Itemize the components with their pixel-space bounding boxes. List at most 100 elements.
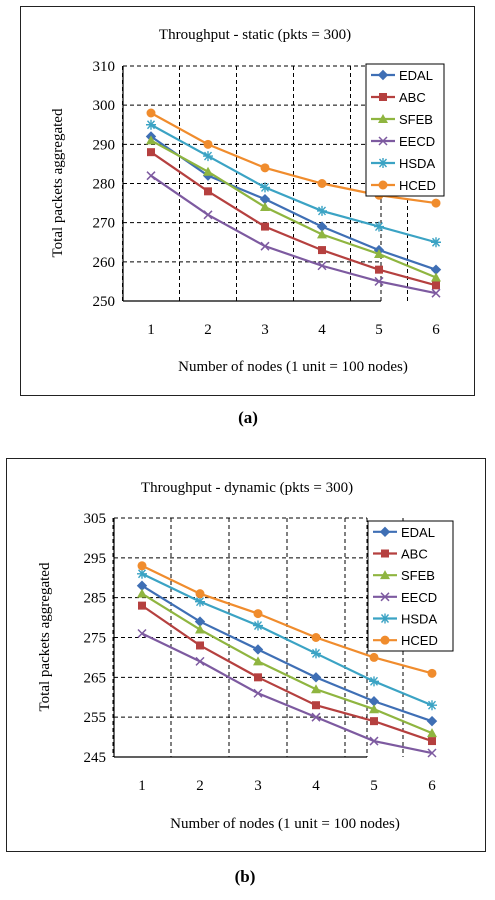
data-point bbox=[311, 712, 321, 722]
series-hced bbox=[137, 561, 437, 678]
x-tick-label: 1 bbox=[147, 322, 155, 338]
legend-marker bbox=[381, 549, 389, 558]
y-tick-label: 250 bbox=[93, 294, 116, 310]
chart-title: Throughput - static (pkts = 300) bbox=[159, 27, 351, 43]
series-eecd bbox=[137, 628, 437, 758]
data-point bbox=[253, 656, 263, 666]
data-point bbox=[311, 684, 321, 694]
x-tick-label: 6 bbox=[432, 322, 440, 338]
data-point bbox=[317, 179, 327, 188]
data-point bbox=[427, 700, 437, 711]
data-point bbox=[431, 198, 441, 208]
data-point bbox=[311, 633, 321, 642]
y-tick-label: 245 bbox=[84, 750, 107, 766]
data-point bbox=[254, 673, 262, 682]
series-line bbox=[141, 632, 433, 755]
data-point bbox=[374, 249, 384, 258]
data-point bbox=[261, 222, 269, 231]
y-tick-label: 310 bbox=[93, 59, 116, 75]
y-tick-label: 290 bbox=[93, 137, 116, 153]
data-point bbox=[317, 229, 327, 239]
data-point bbox=[369, 704, 379, 714]
data-point bbox=[374, 221, 384, 232]
series-eecd bbox=[146, 171, 441, 298]
data-point bbox=[253, 688, 263, 698]
legend-marker bbox=[378, 158, 388, 168]
y-axis-label: Total packets aggregated bbox=[37, 562, 53, 711]
data-point bbox=[427, 668, 437, 678]
x-tick-label: 5 bbox=[375, 322, 383, 338]
x-tick-label: 4 bbox=[318, 322, 326, 338]
series-abc bbox=[138, 601, 436, 746]
data-point bbox=[312, 701, 320, 710]
data-point bbox=[204, 187, 212, 196]
legend: EDAL ABC SFEB EECD HSDA HCED bbox=[365, 63, 445, 197]
legend-label: HCED bbox=[399, 178, 436, 193]
data-point bbox=[146, 119, 156, 130]
y-tick-label: 275 bbox=[84, 631, 107, 647]
data-point bbox=[432, 281, 440, 290]
data-point bbox=[203, 151, 213, 162]
data-point bbox=[138, 601, 146, 610]
legend-marker bbox=[378, 114, 388, 123]
data-point bbox=[317, 205, 327, 216]
data-point bbox=[310, 672, 322, 683]
series-hsda bbox=[146, 119, 441, 248]
data-point bbox=[375, 265, 383, 274]
series-line bbox=[150, 174, 437, 295]
legend-label: HSDA bbox=[401, 612, 437, 627]
legend-label: SFEB bbox=[399, 112, 433, 127]
data-point bbox=[311, 648, 321, 659]
x-tick-label: 3 bbox=[254, 778, 262, 794]
y-tick-label: 300 bbox=[93, 98, 116, 114]
data-point bbox=[426, 715, 438, 727]
data-point bbox=[146, 135, 156, 145]
series-line bbox=[141, 592, 433, 735]
legend-label: EDAL bbox=[399, 68, 433, 83]
series-line bbox=[141, 604, 433, 743]
legend-label: SFEB bbox=[401, 568, 435, 583]
data-point bbox=[374, 276, 384, 286]
series-line bbox=[141, 564, 433, 675]
x-tick-label: 1 bbox=[138, 778, 146, 794]
y-tick-label: 280 bbox=[93, 177, 116, 193]
series-line bbox=[150, 135, 437, 271]
x-tick-label: 3 bbox=[261, 322, 269, 338]
series-line bbox=[150, 112, 437, 205]
data-point bbox=[431, 272, 441, 282]
data-point bbox=[137, 561, 147, 571]
data-point bbox=[260, 202, 270, 211]
series-hced bbox=[146, 108, 441, 208]
data-point bbox=[137, 588, 147, 598]
data-point bbox=[369, 652, 379, 662]
data-point bbox=[137, 628, 147, 639]
series-abc bbox=[147, 148, 440, 290]
legend-marker bbox=[380, 635, 390, 645]
data-point bbox=[195, 656, 205, 666]
data-point bbox=[203, 210, 213, 220]
x-axis-label: Number of nodes (1 unit = 100 nodes) bbox=[170, 816, 400, 832]
data-point bbox=[260, 241, 270, 251]
data-point bbox=[369, 736, 379, 746]
data-point bbox=[137, 568, 147, 579]
data-point bbox=[427, 728, 437, 738]
series-sfeb bbox=[137, 588, 437, 738]
x-tick-label: 5 bbox=[370, 778, 378, 794]
series-line bbox=[141, 584, 433, 723]
series-line bbox=[150, 151, 437, 287]
legend-marker bbox=[380, 592, 390, 602]
legend-box bbox=[367, 520, 454, 652]
data-point bbox=[203, 166, 213, 176]
data-point bbox=[317, 261, 327, 271]
data-point bbox=[427, 748, 437, 758]
y-tick-label: 265 bbox=[84, 670, 107, 686]
x-tick-label: 2 bbox=[204, 322, 212, 338]
data-point bbox=[147, 148, 155, 157]
x-tick-label: 2 bbox=[196, 778, 204, 794]
legend-label: ABC bbox=[401, 547, 428, 562]
legend-label: EECD bbox=[399, 134, 435, 149]
legend-marker bbox=[379, 526, 391, 538]
series-line bbox=[141, 572, 433, 707]
